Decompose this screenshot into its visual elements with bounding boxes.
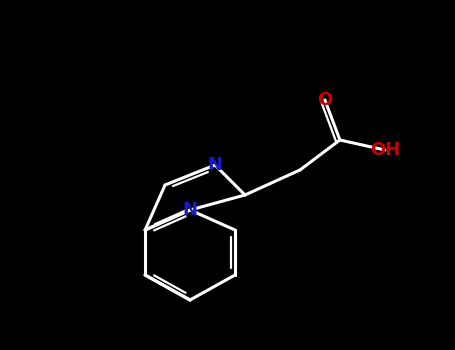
Text: OH: OH [370, 141, 400, 159]
Text: N: N [207, 156, 222, 174]
Text: N: N [182, 201, 197, 219]
Text: O: O [317, 91, 333, 109]
